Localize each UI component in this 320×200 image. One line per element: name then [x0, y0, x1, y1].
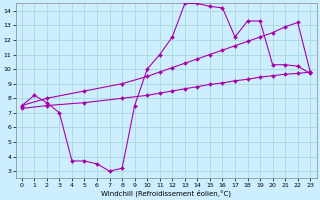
X-axis label: Windchill (Refroidissement éolien,°C): Windchill (Refroidissement éolien,°C) — [101, 189, 231, 197]
